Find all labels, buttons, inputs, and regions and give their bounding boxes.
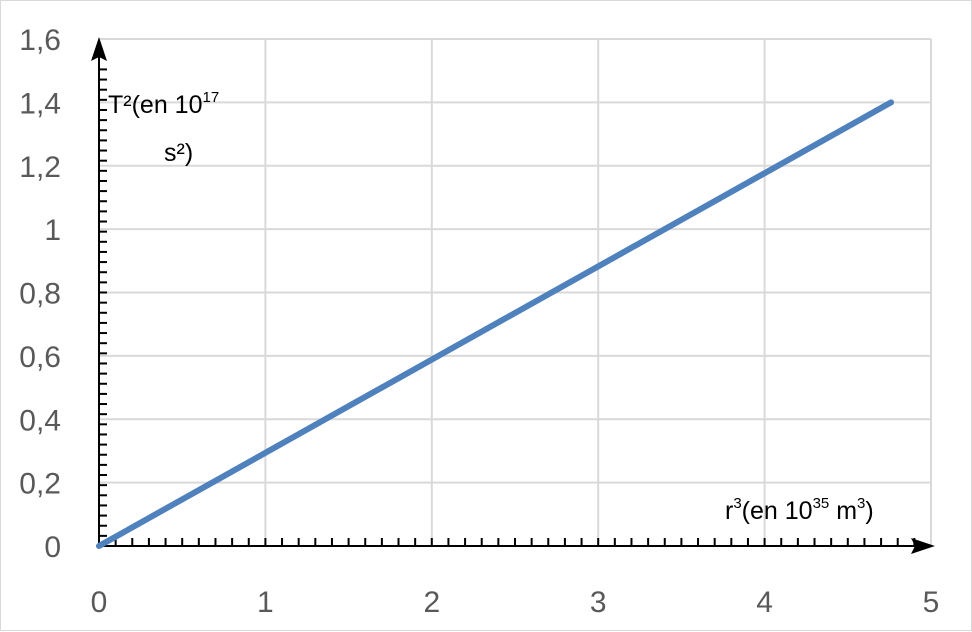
x-tick-label-3: 3 xyxy=(590,586,607,619)
y-tick-label-8: 1,6 xyxy=(19,24,61,57)
y-axis-arrowhead xyxy=(91,37,107,61)
x-tick-label-4: 4 xyxy=(756,586,773,619)
y-tick-label-2: 0,4 xyxy=(19,404,61,437)
x-tick-label-2: 2 xyxy=(423,586,440,619)
x-axis-title-prefix-sup: 3 xyxy=(733,495,741,512)
y-tick-labels: 0 0,2 0,4 0,6 0,8 1 1,2 1,4 1,6 xyxy=(19,24,61,564)
y-tick-label-7: 1,4 xyxy=(19,87,61,120)
x-axis-title-prefix: r xyxy=(725,497,733,525)
y-tick-label-1: 0,2 xyxy=(19,468,61,501)
y-tick-label-0: 0 xyxy=(44,531,61,564)
x-tick-label-5: 5 xyxy=(923,586,940,619)
x-tick-label-0: 0 xyxy=(91,586,108,619)
x-axis-title: r3(en 1035 m3) xyxy=(725,495,874,525)
x-axis-title-unit: m xyxy=(829,497,857,525)
x-axis-title-unit-sup: 3 xyxy=(857,495,865,512)
gridlines xyxy=(99,38,932,546)
y-tick-label-4: 0,8 xyxy=(19,278,61,311)
series-layer xyxy=(96,99,895,549)
x-axis-arrowhead xyxy=(911,538,935,554)
x-tick-label-1: 1 xyxy=(257,586,274,619)
x-tick-labels: 0 1 2 3 4 5 xyxy=(91,586,940,619)
series-line-0 xyxy=(96,99,895,549)
y-tick-label-3: 0,6 xyxy=(19,341,61,374)
x-axis-title-middle-sup: 35 xyxy=(813,495,830,512)
y-tick-label-6: 1,2 xyxy=(19,151,61,184)
y-axis-title-line1-sup: 17 xyxy=(202,89,219,106)
y-axis-title: T²(en 1017 xyxy=(108,89,219,119)
y-axis-title-line1: T²(en 10 xyxy=(108,91,202,119)
x-axis-title-middle: (en 10 xyxy=(742,497,813,525)
y-axis-title-2: s²) xyxy=(164,139,193,167)
minor-ticks xyxy=(99,68,916,546)
y-axis-title-line2: s²) xyxy=(164,139,193,167)
y-tick-label-5: 1 xyxy=(44,214,61,247)
x-axis-title-suffix: ) xyxy=(865,497,873,525)
